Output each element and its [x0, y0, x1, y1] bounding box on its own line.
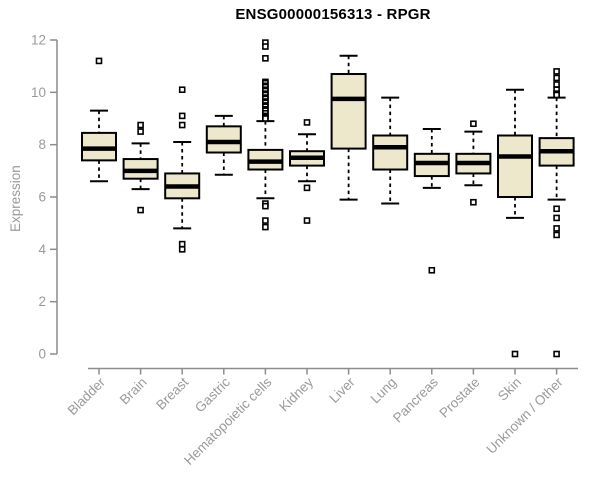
outlier-prostate — [470, 198, 477, 206]
outlier-unknown-other — [553, 91, 560, 99]
outlier-skin — [511, 350, 519, 358]
outlier-hematopoietic-cells — [262, 202, 269, 210]
chart-title: ENSG00000156313 - RPGR — [235, 6, 431, 23]
box-gastric — [205, 125, 242, 154]
outlier-hematopoietic-cells — [262, 115, 269, 122]
y-tick-label: 6 — [38, 190, 46, 205]
x-axis-label-bladder: Bladder — [65, 374, 109, 418]
box-liver — [330, 73, 367, 150]
outlier-hematopoietic-cells — [262, 55, 269, 62]
outlier-pancreas — [428, 266, 436, 274]
outlier-unknown-other — [553, 81, 560, 88]
outlier-hematopoietic-cells — [262, 43, 269, 50]
outlier-breast — [178, 86, 186, 94]
outlier-unknown-other — [553, 74, 560, 82]
outlier-prostate — [470, 120, 477, 128]
outlier-hematopoietic-cells — [262, 223, 269, 231]
x-axis-label-pancreas: Pancreas — [390, 374, 441, 425]
x-axis-label-prostate: Prostate — [436, 375, 482, 421]
outlier-unknown-other — [553, 231, 560, 239]
x-axis-label-kidney: Kidney — [276, 374, 316, 414]
x-axis-label-skin: Skin — [495, 375, 524, 404]
outlier-bladder — [95, 57, 103, 65]
outlier-breast — [178, 240, 186, 248]
y-tick-label: 2 — [38, 294, 46, 309]
outlier-unknown-other — [553, 225, 560, 232]
outlier-hematopoietic-cells — [262, 217, 269, 224]
y-tick-label: 10 — [31, 85, 46, 100]
outlier-brain — [137, 128, 144, 135]
outlier-unknown-other — [553, 205, 560, 213]
outlier-breast — [178, 121, 186, 129]
y-tick-label: 12 — [31, 33, 46, 48]
outlier-unknown-other — [553, 350, 560, 358]
outlier-breast — [178, 246, 186, 253]
box-skin — [497, 134, 533, 198]
outlier-unknown-other — [553, 68, 560, 75]
outlier-brain — [137, 121, 144, 129]
outlier-unknown-other — [553, 214, 560, 222]
y-tick-label: 8 — [38, 137, 46, 152]
x-axis-label-liver: Liver — [326, 374, 358, 406]
box-lung — [372, 134, 409, 171]
outlier-brain — [137, 206, 144, 214]
y-tick-label: 0 — [38, 347, 46, 362]
outlier-kidney — [303, 217, 311, 224]
outlier-breast — [178, 112, 186, 120]
x-axis-label-lung: Lung — [367, 375, 399, 407]
x-axis-label-brain: Brain — [117, 375, 150, 408]
x-axis-label-breast: Breast — [153, 374, 191, 412]
outlier-kidney — [303, 184, 311, 192]
x-axis-label-gastric: Gastric — [192, 374, 233, 415]
y-tick-label: 4 — [38, 242, 46, 257]
outlier-kidney — [303, 119, 311, 126]
x-axis-label-unknown-other: Unknown / Other — [483, 374, 566, 457]
